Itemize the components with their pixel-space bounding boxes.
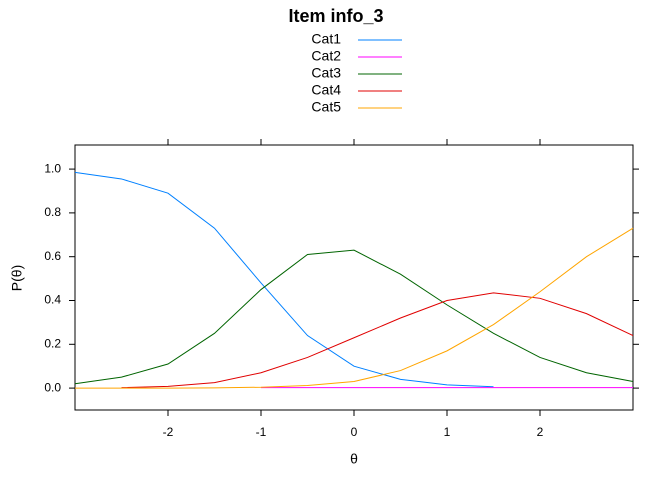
x-tick-label: 0 <box>351 425 358 439</box>
y-tick-label: 0.4 <box>44 293 61 307</box>
legend-label: Cat5 <box>311 99 341 115</box>
legend-label: Cat3 <box>311 65 341 81</box>
y-tick-label: 1.0 <box>44 161 61 175</box>
x-tick-label: -2 <box>163 425 174 439</box>
series-line <box>74 171 494 388</box>
y-tick-label: 0.8 <box>44 205 61 219</box>
x-tick-label: 2 <box>537 425 544 439</box>
x-axis-label: θ <box>350 451 358 467</box>
chart-title: Item info_3 <box>288 6 383 26</box>
plot-frame <box>74 144 634 411</box>
y-tick-label: 0.6 <box>44 249 61 263</box>
series-line <box>74 249 634 385</box>
legend-label: Cat2 <box>311 48 341 64</box>
legend-label: Cat1 <box>311 31 341 47</box>
x-tick-label: 1 <box>444 425 451 439</box>
y-tick-label: 0.0 <box>44 380 61 394</box>
y-tick-label: 0.2 <box>44 336 61 350</box>
series-line <box>75 227 634 389</box>
y-axis-label: P(θ) <box>9 265 25 291</box>
legend-label: Cat4 <box>311 82 341 98</box>
x-tick-label: -1 <box>256 425 267 439</box>
series-line <box>121 292 634 389</box>
